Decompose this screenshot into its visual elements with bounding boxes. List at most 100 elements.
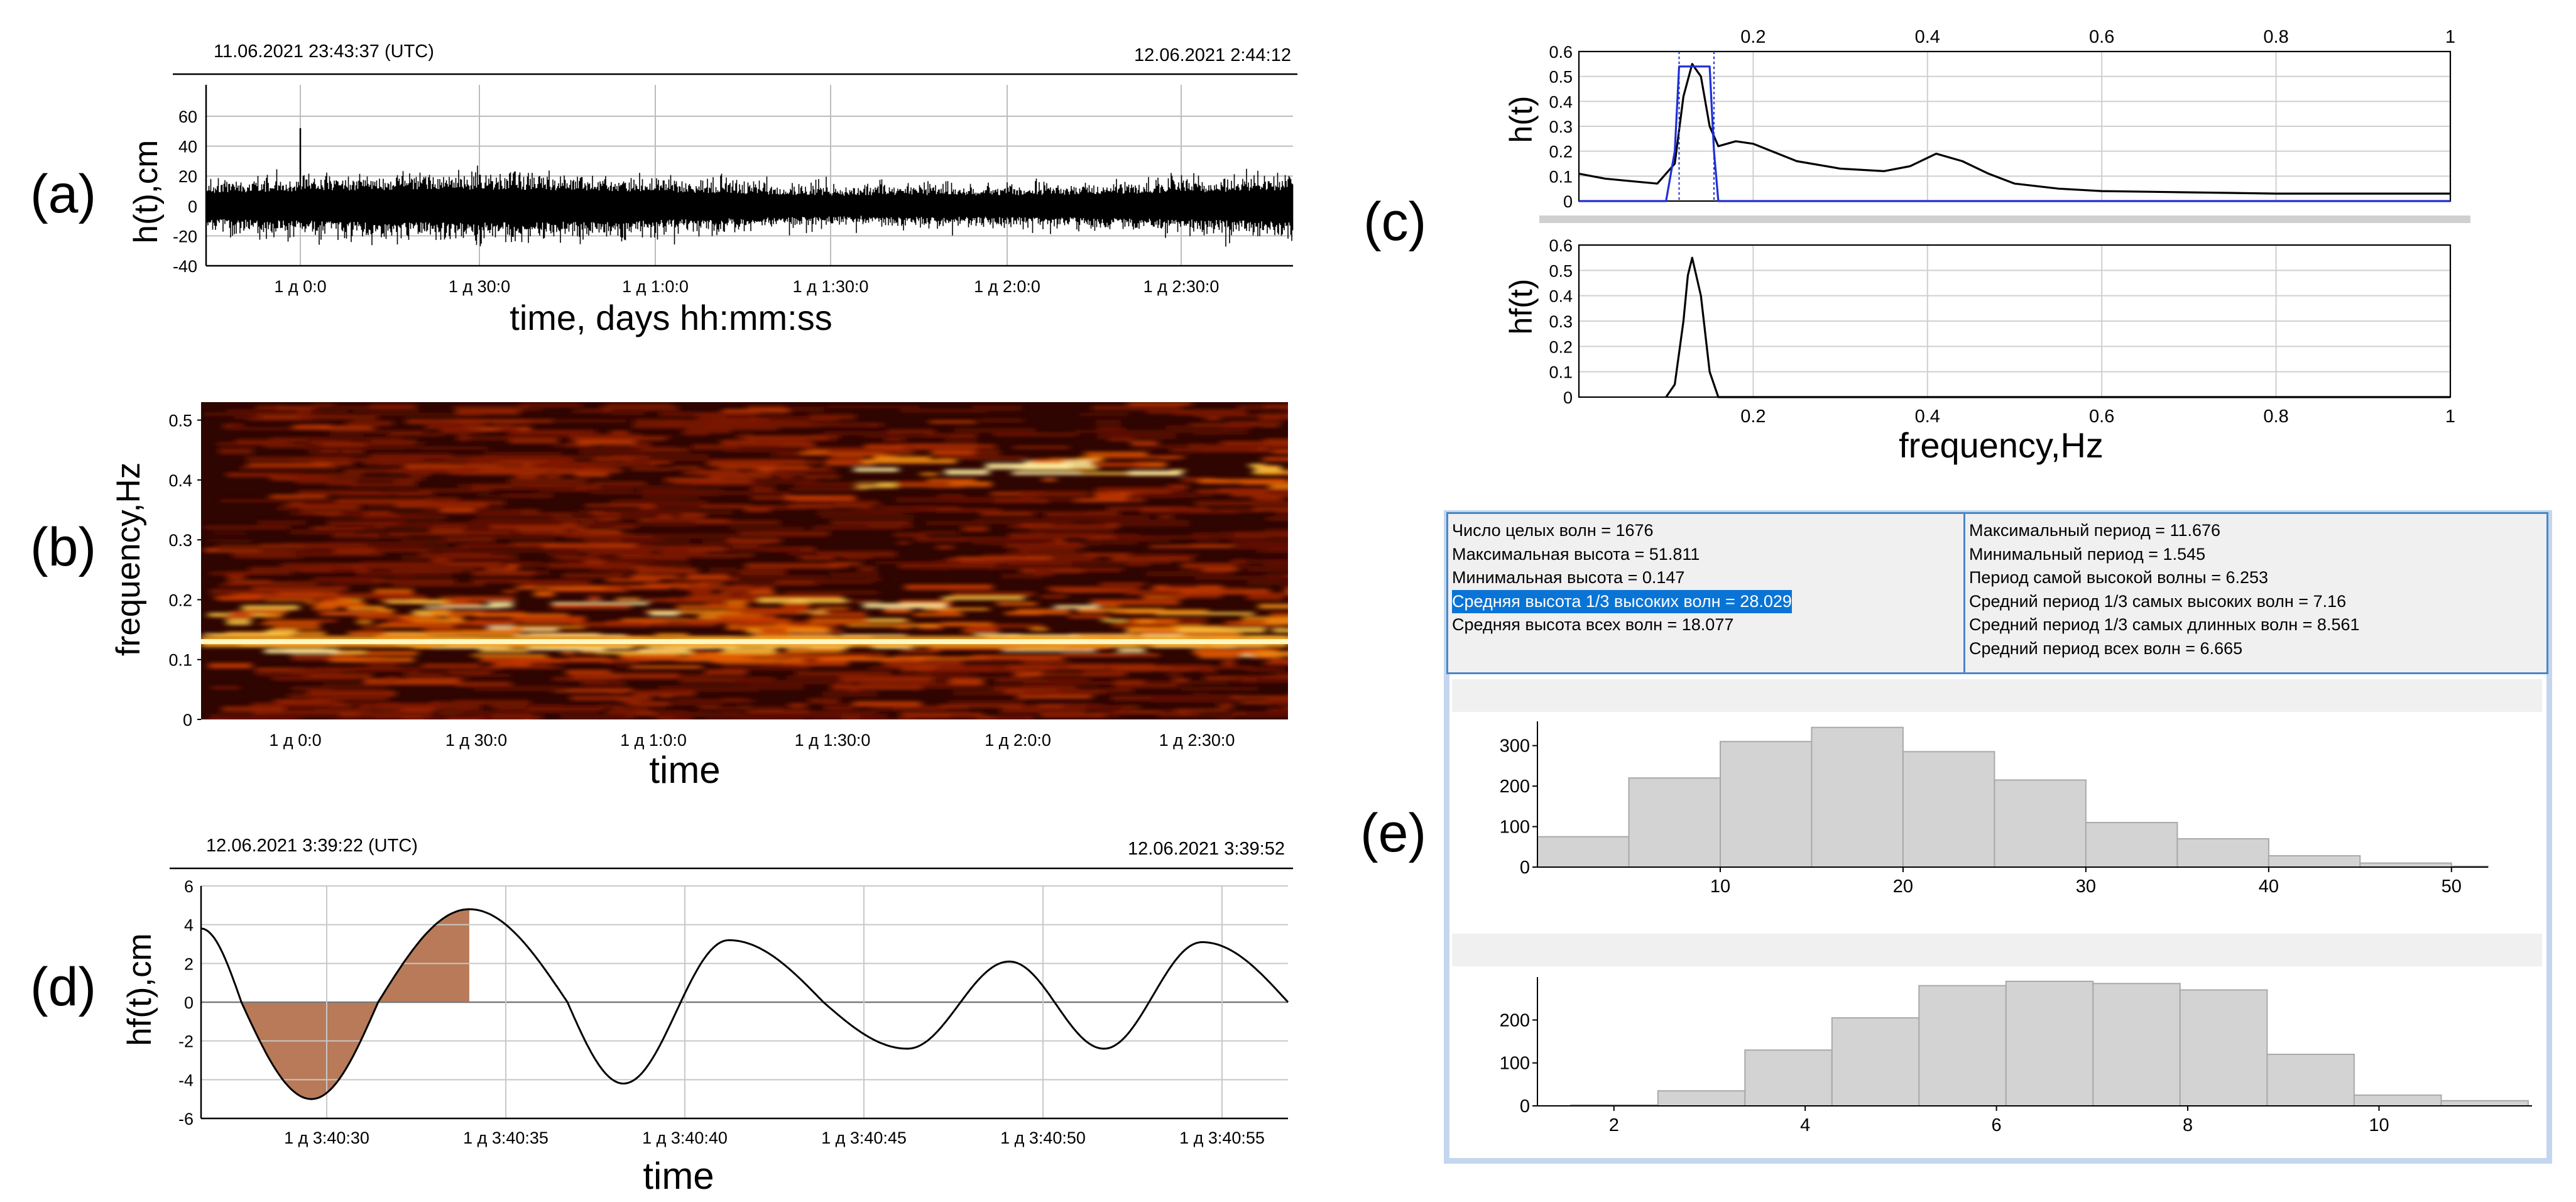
spectrogram-streak [994, 716, 1029, 719]
spectrogram-streak [1270, 613, 1288, 617]
spectrogram-streak [365, 430, 425, 433]
chart-d-ytick-label: 6 [184, 877, 194, 896]
chart-b-ytick-label: 0.4 [168, 471, 192, 490]
spectrogram-streak [824, 431, 887, 435]
spectrogram-streak [332, 569, 357, 573]
spectrogram-streak [931, 670, 1028, 672]
chart-c-ytick-label: 0.1 [1549, 363, 1573, 382]
chart-d-xtick-label: 1 д 3:40:45 [821, 1128, 907, 1147]
spectrogram-streak [817, 510, 903, 515]
spectrogram-streak [329, 657, 414, 662]
spectrogram-streak [939, 508, 1001, 512]
spectrogram-streak [719, 417, 791, 421]
spectrogram-streak [632, 665, 701, 669]
statistic-item[interactable]: Средний период всех волн = 6.665 [1969, 637, 2546, 661]
spectrogram-streak [489, 527, 586, 532]
statistic-item[interactable]: Средняя высота 1/3 высоких волн = 28.029 [1452, 589, 1963, 613]
spectrogram-streak [493, 522, 562, 525]
statistic-item[interactable]: Минимальный период = 1.545 [1969, 543, 2546, 567]
spectrogram-streak [293, 425, 330, 429]
spectrogram-streak [718, 706, 740, 711]
spectrogram-streak [573, 622, 652, 627]
spectrogram-streak [1230, 509, 1262, 512]
spectrogram-streak [577, 439, 636, 445]
spectrogram-streak [440, 562, 501, 566]
statistic-item[interactable]: Максимальный период = 11.676 [1969, 519, 2546, 543]
spectrogram-streak [972, 655, 1063, 660]
spectrogram-streak [746, 628, 829, 633]
spectrogram-streak [830, 572, 879, 578]
spectrogram-streak [232, 552, 296, 558]
statistic-item[interactable]: Максимальная высота = 51.811 [1452, 543, 1963, 567]
spectrogram-streak [323, 684, 385, 689]
spectrogram-streak [854, 467, 898, 472]
spectrogram-streak [658, 515, 673, 518]
spectrogram-streak [642, 493, 699, 498]
spectrogram-streak [332, 719, 378, 726]
spectrogram-streak [1258, 604, 1288, 609]
spectrogram-streak [687, 574, 729, 579]
spectrogram-streak [926, 521, 987, 525]
period-statistics-list[interactable]: Максимальный период = 11.676 Минимальный … [1963, 512, 2548, 674]
spectrogram-streak [759, 598, 846, 603]
spectrogram-streak [745, 563, 838, 569]
spectrogram-streak [213, 532, 246, 535]
height-statistics-list[interactable]: Число целых волн = 1676 Максимальная высо… [1446, 512, 1965, 674]
statistic-item[interactable]: Минимальная высота = 0.147 [1452, 566, 1963, 590]
spectrogram-streak [1032, 459, 1064, 465]
spectrogram-streak [586, 504, 653, 507]
spectrogram-streak [1149, 554, 1199, 557]
spectrogram-streak [777, 451, 819, 456]
chart-b-xlabel: time [649, 749, 720, 791]
statistic-item[interactable]: Средний период 1/3 самых высоких волн = … [1969, 590, 2546, 614]
spectrogram-streak [606, 403, 672, 407]
spectrogram-streak [234, 415, 261, 419]
spectrogram-streak [210, 572, 265, 575]
spectrogram-streak [635, 690, 691, 694]
spectrogram-streak [331, 593, 415, 598]
chart-c-xtick-label: 0.4 [1915, 407, 1940, 427]
spectrogram-streak [1189, 423, 1260, 426]
spectrogram-streak [387, 620, 483, 625]
spectrogram-streak [1222, 660, 1235, 666]
spectrogram-streak [1128, 471, 1182, 476]
spectrogram-streak [746, 435, 827, 440]
spectrogram-streak [1138, 620, 1154, 623]
spectrogram-streak [778, 580, 873, 583]
spectrogram-streak [724, 449, 808, 452]
statistic-item[interactable]: Средняя высота всех волн = 18.077 [1452, 613, 1963, 637]
spectrogram-streak [1284, 696, 1288, 701]
spectrogram-streak [389, 468, 479, 474]
spectrogram-streak [689, 619, 789, 623]
spectrogram-streak [721, 440, 758, 445]
spectrogram-streak [235, 473, 300, 475]
spectrogram-streak [1181, 687, 1258, 691]
chart-c-ytick-label: 0.2 [1549, 143, 1573, 161]
spectrogram-streak [730, 527, 804, 530]
spectrogram-streak [211, 686, 240, 689]
spectrogram-streak [634, 702, 721, 706]
statistic-item[interactable]: Средний период 1/3 самых длинных волн = … [1969, 613, 2546, 637]
spectrogram-streak [588, 596, 601, 601]
spectrogram-streak [431, 716, 478, 719]
spectrogram-streak [1096, 520, 1189, 527]
spectrogram-streak [1079, 610, 1105, 613]
spectrogram-streak [1176, 411, 1248, 415]
spectrogram-streak [461, 429, 482, 434]
statistic-item[interactable]: Число целых волн = 1676 [1452, 519, 1963, 543]
spectrogram-streak [501, 427, 518, 432]
spectrogram-streak [653, 622, 717, 626]
spectrogram-streak [547, 553, 578, 556]
spectrogram-streak [276, 406, 314, 412]
spectrogram-streak [804, 475, 839, 478]
spectrogram-streak [952, 592, 1034, 596]
statistic-item[interactable]: Период самой высокой волны = 6.253 [1969, 566, 2546, 590]
spectrogram-streak [522, 532, 590, 535]
spectrogram-streak [1096, 420, 1121, 425]
spectrogram-streak [364, 461, 450, 465]
spectrogram-streak [1257, 651, 1288, 657]
spectrogram-streak [520, 403, 582, 407]
spectrogram-streak [1193, 648, 1270, 655]
spectrogram-streak [758, 461, 821, 464]
spectrogram-streak [1270, 483, 1288, 489]
